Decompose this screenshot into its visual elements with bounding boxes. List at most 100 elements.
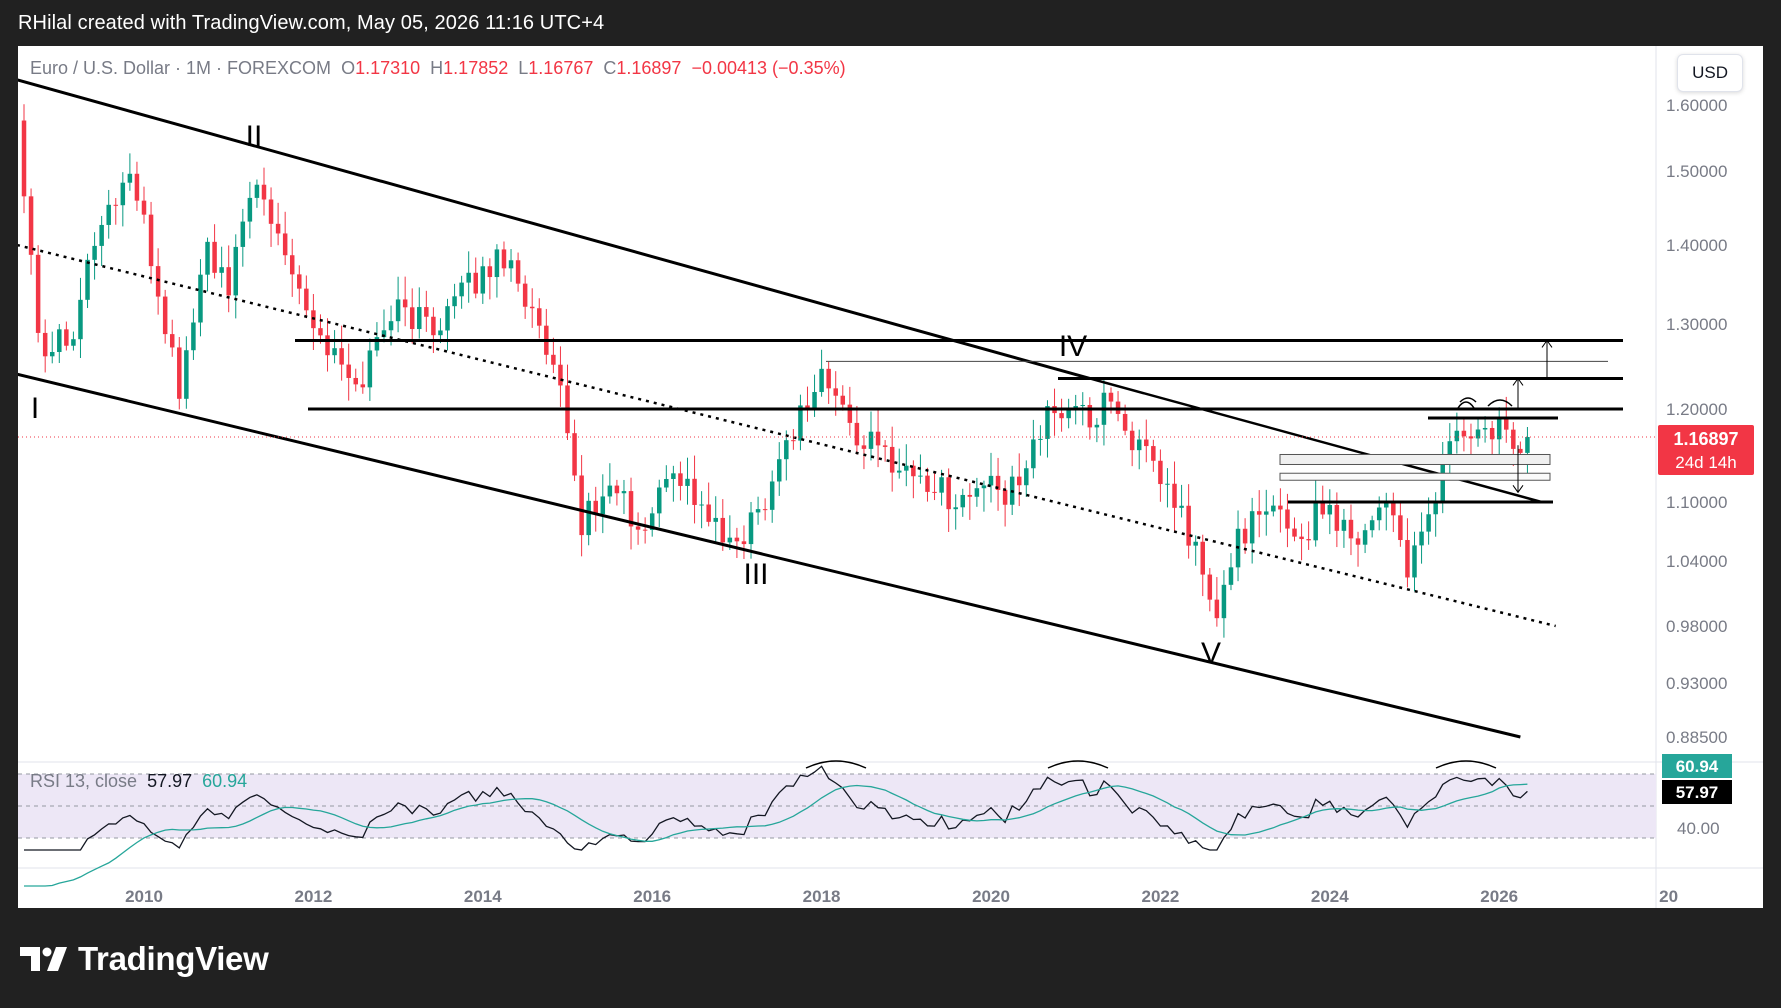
candle-body bbox=[508, 260, 514, 269]
candle-body bbox=[339, 348, 344, 365]
candle-body bbox=[1475, 429, 1481, 439]
candle-body bbox=[1172, 483, 1177, 508]
candle-body bbox=[706, 504, 711, 522]
price-badge bbox=[1658, 425, 1754, 476]
rsi-label[interactable]: RSI 13, close bbox=[30, 771, 138, 791]
candle-body bbox=[1412, 545, 1417, 578]
candle-body bbox=[939, 477, 944, 493]
candle-body bbox=[1504, 418, 1509, 430]
candle-body bbox=[141, 200, 147, 215]
candle-body bbox=[1433, 500, 1438, 515]
candle-body bbox=[911, 465, 916, 477]
candle-body bbox=[480, 266, 486, 294]
candle-body bbox=[233, 246, 239, 296]
candle-body bbox=[882, 445, 888, 447]
chart-canvas[interactable]: 1.60000 1.50000 1.40000 1.30000 1.20000 1.100… bbox=[18, 46, 1763, 908]
wave-label-III: III bbox=[743, 558, 768, 591]
candle-body bbox=[925, 475, 930, 492]
candle-body bbox=[1285, 509, 1290, 529]
candle-body bbox=[332, 348, 337, 356]
candle-body bbox=[678, 473, 683, 486]
candle-body bbox=[1362, 530, 1368, 545]
candle-body bbox=[593, 500, 598, 515]
candle-body bbox=[896, 470, 902, 473]
candle-body bbox=[607, 485, 613, 497]
price-tick-label: 1.30000 bbox=[1666, 315, 1727, 334]
time-tick-label: 2010 bbox=[125, 887, 163, 906]
candle-body bbox=[579, 475, 584, 536]
candle-body bbox=[1398, 515, 1403, 541]
candle-body bbox=[487, 266, 493, 278]
candle-body bbox=[1426, 514, 1431, 532]
candle-body bbox=[169, 334, 175, 348]
candle-body bbox=[558, 364, 563, 386]
time-tick-label: 2014 bbox=[464, 887, 502, 906]
candle-body bbox=[304, 288, 309, 311]
rsi-top-arc bbox=[1435, 760, 1497, 769]
tradingview-logo-icon bbox=[20, 947, 67, 971]
candle-body bbox=[657, 487, 662, 514]
price-tick-label: 0.88500 bbox=[1666, 728, 1727, 747]
chart-caption: RHilal created with TradingView.com, May… bbox=[18, 12, 605, 34]
low-label: L bbox=[518, 58, 529, 78]
candle-body bbox=[49, 352, 55, 357]
currency-button[interactable]: USD bbox=[1677, 54, 1743, 92]
candle-body bbox=[212, 241, 217, 273]
candle-body bbox=[1391, 500, 1396, 516]
candle-body bbox=[445, 306, 450, 331]
candle-body bbox=[494, 249, 500, 278]
candle-body bbox=[734, 537, 740, 542]
candle-body bbox=[1256, 511, 1262, 515]
candle-body bbox=[198, 274, 203, 323]
candle-body bbox=[685, 478, 690, 486]
candle-body bbox=[1369, 520, 1375, 531]
candle-body bbox=[127, 173, 133, 183]
candle-body bbox=[995, 475, 1001, 490]
top-arc bbox=[1457, 401, 1475, 409]
candle-body bbox=[184, 350, 189, 399]
price-tick-label: 1.04000 bbox=[1666, 552, 1727, 571]
candle-body bbox=[819, 368, 824, 393]
zone-box bbox=[1279, 453, 1551, 465]
candle-body bbox=[1334, 505, 1340, 531]
tradingview-brand[interactable]: TradingView bbox=[20, 940, 269, 978]
candle-body bbox=[974, 488, 980, 497]
candle-body bbox=[106, 204, 111, 225]
candle-body bbox=[748, 512, 754, 545]
candle-body bbox=[1292, 528, 1297, 537]
candle-body bbox=[1525, 437, 1530, 453]
rsi-legend: RSI 13, close 57.97 60.94 bbox=[30, 771, 247, 792]
candle-body bbox=[649, 513, 655, 530]
candle-body bbox=[755, 509, 761, 513]
candle-body bbox=[784, 440, 789, 460]
candle-body bbox=[904, 465, 909, 471]
rsi-ma-line bbox=[24, 783, 1528, 887]
target-arrow-up-2-head bbox=[1512, 377, 1524, 386]
candle-body bbox=[918, 475, 923, 477]
candle-body bbox=[42, 332, 48, 357]
dotted-trendline bbox=[18, 243, 1556, 628]
candle-body bbox=[353, 377, 358, 385]
candle-body bbox=[600, 496, 606, 515]
close-value: 1.16897 bbox=[616, 58, 682, 78]
candle-body bbox=[1200, 541, 1205, 575]
candle-body bbox=[826, 368, 831, 389]
candle-body bbox=[205, 241, 210, 275]
chart-frame[interactable]: 1.60000 1.50000 1.40000 1.30000 1.20000 1.100… bbox=[18, 46, 1763, 908]
symbol-legend: Euro / U.S. Dollar · 1M · FOREXCOM O1.17… bbox=[30, 58, 846, 79]
candle-body bbox=[346, 364, 351, 378]
symbol-title[interactable]: Euro / U.S. Dollar · 1M · FOREXCOM bbox=[30, 58, 332, 78]
wave-label-II: II bbox=[246, 120, 263, 153]
candle-body bbox=[671, 473, 676, 479]
rsi-ma-badge-value: 60.94 bbox=[1676, 757, 1719, 776]
candle-body bbox=[960, 494, 966, 508]
candle-body bbox=[438, 330, 443, 336]
candle-body bbox=[395, 299, 401, 322]
price-tick-label: 1.20000 bbox=[1666, 400, 1727, 419]
candle-body bbox=[282, 233, 288, 256]
candle-body bbox=[1327, 505, 1333, 515]
candle-body bbox=[642, 529, 648, 531]
candle-body bbox=[1179, 505, 1184, 508]
candle-body bbox=[861, 445, 867, 449]
candle-body bbox=[614, 485, 620, 494]
